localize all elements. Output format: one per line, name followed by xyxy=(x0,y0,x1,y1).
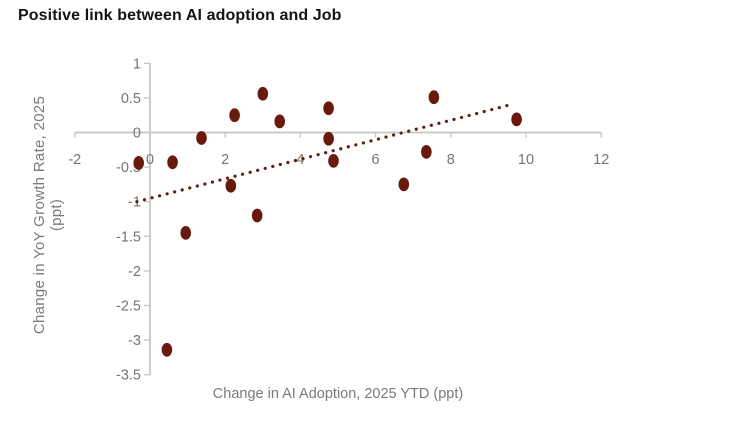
y-tick-label: 1 xyxy=(133,56,141,72)
y-axis-title-line1: Change in YoY Growth Rate, 2025 xyxy=(31,96,48,334)
data-point xyxy=(225,178,237,193)
x-tick-label: 2 xyxy=(221,152,229,168)
y-axis-title-line2: (ppt) xyxy=(48,199,65,231)
data-point xyxy=(133,156,145,170)
data-point xyxy=(511,112,522,127)
x-tick-label: -2 xyxy=(68,152,81,168)
data-point xyxy=(257,86,269,101)
data-point xyxy=(167,155,178,170)
x-axis-title: Change in AI Adoption, 2025 YTD (ppt) xyxy=(213,386,463,402)
y-tick-label: -3 xyxy=(128,333,141,349)
data-point xyxy=(196,131,207,145)
trend-line xyxy=(135,102,515,204)
chart-title: Positive link between AI adoption and Jo… xyxy=(18,7,342,24)
data-point xyxy=(398,177,410,192)
y-tick-label: -2 xyxy=(128,264,141,280)
data-point xyxy=(274,114,286,129)
data-point xyxy=(251,208,263,223)
y-tick-label: -1 xyxy=(128,195,141,211)
data-point xyxy=(180,225,192,240)
x-tick-label: 12 xyxy=(593,152,609,168)
data-point xyxy=(428,90,440,105)
y-tick-label: -1.5 xyxy=(116,229,141,245)
data-point xyxy=(161,342,173,357)
data-point xyxy=(323,131,334,146)
data-point xyxy=(328,153,339,168)
data-point xyxy=(421,144,432,159)
y-tick-label: -2.5 xyxy=(116,299,141,315)
data-point xyxy=(229,108,240,123)
x-tick-label: 6 xyxy=(372,152,380,168)
x-tick-label: 10 xyxy=(518,152,534,168)
data-point xyxy=(323,101,334,116)
y-tick-label: -3.5 xyxy=(116,368,141,384)
y-tick-label: 0 xyxy=(133,126,141,142)
x-tick-label: 0 xyxy=(146,152,154,168)
x-tick-label: 4 xyxy=(296,152,304,168)
y-tick-label: 0.5 xyxy=(121,91,141,107)
x-tick-label: 8 xyxy=(447,152,455,168)
